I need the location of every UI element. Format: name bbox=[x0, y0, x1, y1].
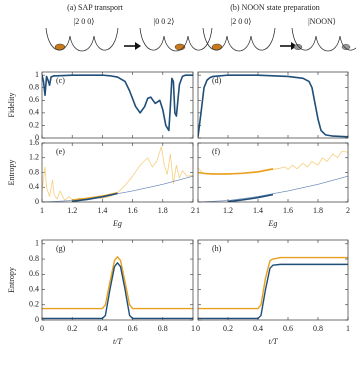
y-tick-label: 1 bbox=[35, 239, 39, 248]
x-tick-label: 1 bbox=[346, 324, 350, 333]
axes-frame bbox=[197, 142, 349, 203]
y-tick-label: 0 bbox=[35, 133, 39, 142]
y-tick-label: 0.2 bbox=[29, 120, 39, 129]
particle bbox=[341, 44, 351, 50]
y-tick-label: 1.2 bbox=[29, 153, 39, 162]
x-tick-label: 0.4 bbox=[97, 324, 107, 333]
y-tick-label: 0.4 bbox=[29, 182, 39, 191]
y-tick-label: 0.8 bbox=[29, 167, 39, 176]
axes-frame bbox=[41, 71, 194, 139]
ket: |0 0 2⟩ bbox=[154, 17, 175, 26]
x-tick-label: 2 bbox=[346, 206, 350, 215]
data-line bbox=[198, 256, 348, 310]
data-line bbox=[198, 150, 348, 175]
axes-frame bbox=[197, 239, 349, 321]
x-tick-label: 1.6 bbox=[283, 206, 293, 215]
potential-well bbox=[139, 27, 213, 52]
y-tick-label: 0.6 bbox=[29, 269, 39, 278]
x-tick-label: 1.2 bbox=[67, 206, 77, 215]
potential-well bbox=[45, 27, 119, 52]
y-tick-label: 0.4 bbox=[29, 108, 39, 117]
panel-label: (d) bbox=[212, 76, 222, 85]
y-tick-label: 0.2 bbox=[29, 300, 39, 309]
panel-title: (b) NOON state preparation bbox=[230, 3, 320, 12]
ket: |NOON⟩ bbox=[308, 17, 336, 26]
y-tick-label: 0 bbox=[35, 197, 39, 206]
x-tick-label: 2 bbox=[191, 206, 195, 215]
x-tick-label: 0.2 bbox=[67, 324, 77, 333]
x-tick-label: 1.4 bbox=[253, 206, 263, 215]
y-axis-label: Entropy bbox=[7, 160, 16, 186]
x-tick-label: 1.8 bbox=[313, 206, 323, 215]
ket: |2 0 0⟩ bbox=[231, 17, 252, 26]
axes-frame bbox=[41, 142, 194, 203]
x-tick-label: 0.4 bbox=[253, 324, 263, 333]
panel-label: (g) bbox=[56, 244, 66, 253]
data-line bbox=[198, 175, 348, 202]
x-tick-label: 0.2 bbox=[223, 324, 233, 333]
x-tick-label: 0.6 bbox=[128, 324, 138, 333]
data-line bbox=[227, 193, 274, 202]
data-line bbox=[198, 263, 348, 320]
y-tick-label: 0.8 bbox=[29, 254, 39, 263]
y-tick-label: 1 bbox=[35, 70, 39, 79]
panel-label: (f) bbox=[212, 147, 220, 156]
y-axis-label: Entropy bbox=[7, 267, 16, 293]
data-line bbox=[198, 74, 348, 138]
y-axis-label: Fidelity bbox=[7, 93, 16, 118]
x-tick-label: 1.2 bbox=[223, 206, 233, 215]
potential-well bbox=[291, 27, 356, 52]
x-tick-label: 1 bbox=[196, 206, 200, 215]
x-tick-label: 1.8 bbox=[158, 206, 168, 215]
x-tick-label: 1 bbox=[40, 206, 44, 215]
x-tick-label: 1 bbox=[191, 324, 195, 333]
x-tick-label: 1.4 bbox=[97, 206, 107, 215]
x-tick-label: 0 bbox=[40, 324, 44, 333]
potential-well bbox=[202, 27, 276, 52]
x-axis-label: t/T bbox=[113, 337, 122, 346]
y-tick-label: 1.6 bbox=[29, 138, 39, 147]
data-line bbox=[42, 74, 193, 132]
x-tick-label: 1.6 bbox=[128, 206, 138, 215]
x-tick-label: 0 bbox=[196, 324, 200, 333]
y-tick-label: 0.4 bbox=[29, 284, 39, 293]
ket: |2 0 0⟩ bbox=[74, 17, 95, 26]
axes-frame bbox=[41, 239, 194, 321]
axes-frame bbox=[197, 71, 349, 139]
panel-label: (c) bbox=[56, 76, 65, 85]
panel-label: (e) bbox=[56, 147, 65, 156]
x-axis-label: Eg bbox=[112, 219, 122, 228]
y-tick-label: 0 bbox=[35, 315, 39, 324]
x-tick-label: 0.8 bbox=[158, 324, 168, 333]
schematic bbox=[45, 27, 356, 52]
x-axis-label: t/T bbox=[269, 337, 278, 346]
y-tick-label: 0.6 bbox=[29, 95, 39, 104]
panel-title: (a) SAP transport bbox=[67, 3, 123, 12]
data-line bbox=[42, 256, 193, 310]
panel-label: (h) bbox=[212, 244, 222, 253]
data-line bbox=[72, 192, 118, 202]
x-tick-label: 0.8 bbox=[313, 324, 323, 333]
arrow-head bbox=[135, 42, 141, 50]
x-tick-label: 0.6 bbox=[283, 324, 293, 333]
data-line bbox=[42, 262, 193, 320]
x-axis-label: Eg bbox=[268, 219, 278, 228]
data-line bbox=[42, 175, 193, 202]
data-line bbox=[198, 168, 274, 175]
y-tick-label: 0.8 bbox=[29, 83, 39, 92]
